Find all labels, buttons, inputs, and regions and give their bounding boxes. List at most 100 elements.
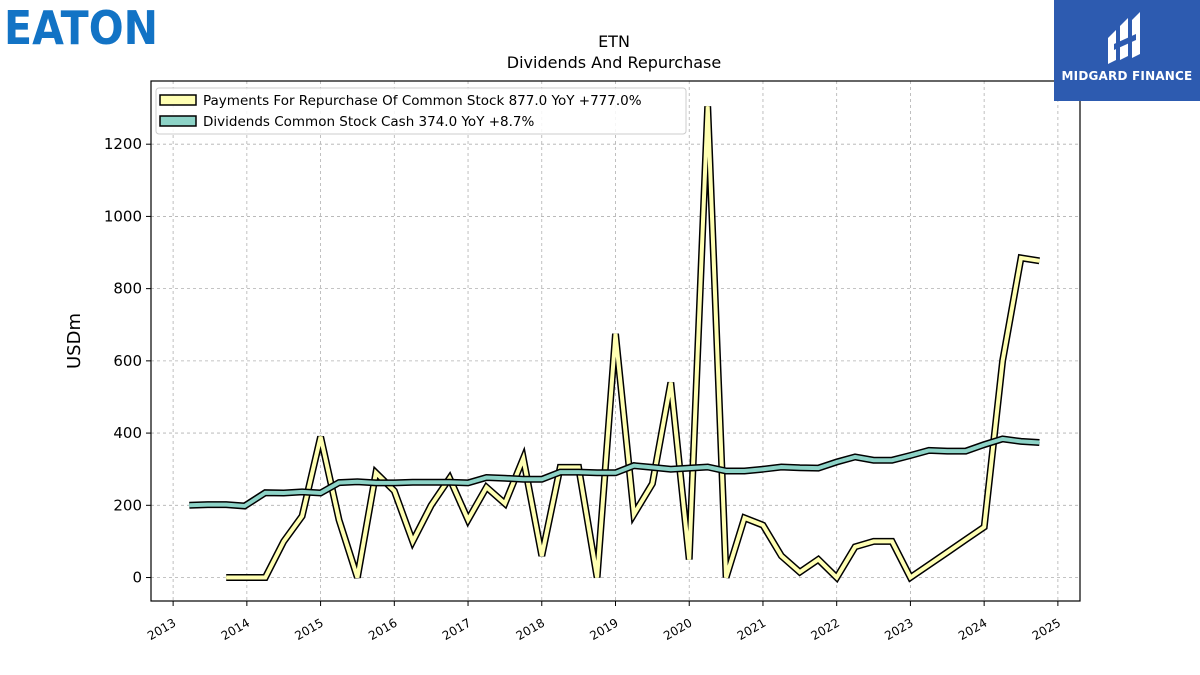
series-0-point	[578, 466, 580, 468]
series-1-point	[670, 468, 672, 470]
series-1-point	[688, 467, 690, 469]
series-0-point	[688, 558, 690, 561]
series-1-point	[559, 471, 561, 473]
y-tick-label: 0	[132, 569, 142, 587]
x-axis: 2013 2014 2015 2016 2017 2018 2019 2020 2021 2022…	[145, 601, 1063, 643]
series-1-point	[264, 492, 266, 494]
x-tick-label: 2018	[514, 616, 547, 643]
series-1-point	[1038, 441, 1041, 444]
series-0-point	[412, 540, 414, 543]
x-tick-label: 2024	[956, 616, 989, 643]
series-1-point	[799, 467, 801, 469]
x-tick-label: 2014	[219, 616, 252, 643]
x-tick-label: 2023	[882, 616, 915, 643]
series-1-point	[430, 481, 432, 483]
series-1-point	[393, 482, 395, 484]
series-1-point	[375, 482, 377, 484]
y-tick-label: 1000	[104, 207, 142, 225]
x-tick-label: 2016	[366, 616, 399, 643]
x-tick-label: 2019	[587, 616, 620, 643]
series-1-point	[909, 454, 912, 457]
series-1-point	[412, 481, 414, 483]
chart-subtitle: Dividends And Repurchase	[507, 53, 721, 72]
series-1-point	[651, 466, 653, 468]
series-1-point	[780, 466, 782, 468]
x-tick-label: 2013	[145, 616, 178, 643]
y-axis: 0 200 400 600 800 1000 1200	[104, 135, 151, 587]
series-0-point	[522, 457, 524, 459]
series-0-point	[799, 571, 801, 573]
series-0-line	[226, 106, 1040, 581]
series-0-point	[338, 519, 340, 521]
series-0-point	[633, 513, 635, 515]
series-0-point	[541, 555, 543, 557]
series-0-point	[854, 546, 856, 548]
midgard-finance-logo: MIDGARD FINANCE	[1054, 0, 1200, 101]
series-1-point	[225, 503, 227, 506]
midgard-emblem-icon	[1108, 12, 1140, 64]
series-1-point	[596, 472, 598, 474]
y-axis-label: USDm	[64, 313, 85, 369]
x-tick-label: 2020	[661, 616, 694, 643]
series-0-point	[1038, 260, 1041, 262]
series-0-point	[817, 558, 819, 561]
series-1-point	[817, 467, 819, 469]
series-0-point	[614, 333, 617, 335]
series-1-point	[633, 464, 635, 467]
series-0-point	[375, 472, 377, 474]
series-0-point	[946, 551, 948, 553]
series-1-point	[319, 492, 322, 494]
series-0-point	[449, 477, 451, 479]
series-1-point	[188, 504, 190, 506]
series-0-point	[836, 576, 838, 579]
series-0-point	[670, 381, 672, 384]
series-1-point	[207, 503, 209, 506]
series-0-point	[965, 539, 967, 541]
series-0-point	[707, 105, 709, 107]
series-0-point	[467, 519, 469, 521]
y-tick-label: 200	[113, 496, 142, 514]
series-1-point	[485, 476, 488, 479]
chart-title: ETN	[598, 32, 630, 51]
series-1-point	[946, 450, 948, 452]
series-1-point	[283, 492, 285, 494]
series-1-point	[743, 470, 746, 472]
x-tick-label: 2025	[1030, 616, 1063, 643]
legend-entry: Dividends Common Stock Cash 374.0 YoY +8…	[203, 114, 535, 130]
legend-entry: Payments For Repurchase Of Common Stock …	[203, 93, 642, 109]
series-1-point	[983, 444, 985, 446]
series-1-point	[854, 456, 856, 458]
series-0-point	[485, 486, 488, 488]
x-tick-label: 2015	[292, 616, 325, 643]
series-1-point	[928, 449, 930, 452]
eaton-logo: EATON	[4, 1, 158, 55]
series-1-point	[707, 466, 709, 468]
series-0-point	[651, 483, 653, 485]
series-1-point	[762, 468, 764, 470]
legend: Payments For Repurchase Of Common Stock …	[155, 87, 687, 135]
series-1-point	[1001, 438, 1004, 440]
legend-swatch	[159, 115, 197, 127]
series-0-point	[393, 490, 395, 492]
y-tick-label: 400	[113, 424, 142, 442]
series-0-point	[762, 524, 764, 526]
x-tick-label: 2021	[735, 616, 768, 643]
series-1-point	[338, 481, 340, 484]
legend-box	[155, 87, 687, 135]
eaton-logo-text: EATON	[4, 1, 158, 55]
series-1-point	[467, 482, 469, 484]
series-0-point	[356, 576, 359, 579]
series-0-point	[283, 540, 285, 543]
series-1-point	[522, 478, 524, 480]
legend-swatch	[159, 94, 197, 106]
series-0-point	[559, 466, 561, 468]
y-tick-label: 1200	[104, 135, 142, 153]
series-0-point	[244, 576, 246, 579]
series-1-point	[356, 481, 359, 483]
series-1-point	[244, 505, 246, 507]
series-0-point	[983, 526, 985, 528]
series-lines	[188, 105, 1041, 584]
series-1-point	[891, 459, 893, 461]
series-1-point	[449, 481, 451, 483]
series-1-point	[541, 478, 543, 480]
